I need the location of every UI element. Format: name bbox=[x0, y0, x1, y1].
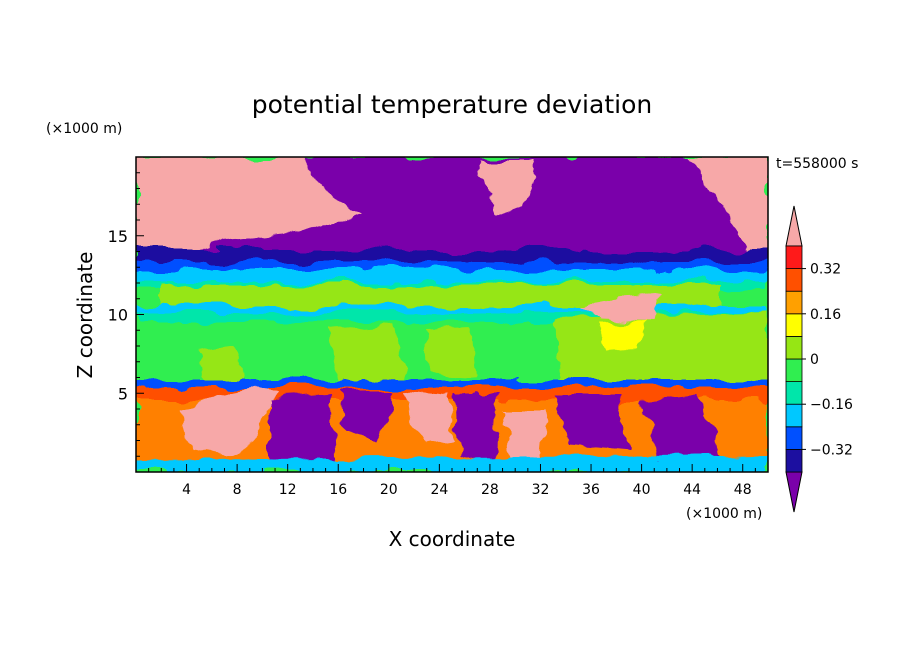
x-tick-label: 20 bbox=[380, 482, 398, 498]
colorbar-box bbox=[785, 381, 803, 405]
colorbar-box bbox=[785, 358, 803, 383]
colorbar-label: −0.16 bbox=[810, 397, 853, 413]
field-pink-plume-2 bbox=[405, 390, 455, 445]
x-tick-label: 48 bbox=[734, 482, 752, 498]
x-tick-label: 12 bbox=[279, 482, 297, 498]
x-unit-label: (×1000 m) bbox=[686, 506, 762, 522]
field-purple-plume-2 bbox=[340, 390, 395, 440]
colorbar-box bbox=[785, 245, 803, 270]
x-axis-label: X coordinate bbox=[389, 527, 516, 551]
colorbar-low-arrow bbox=[785, 471, 803, 513]
field-purple-plume-4 bbox=[555, 395, 630, 450]
field-lime-blob-4 bbox=[200, 345, 245, 385]
y-tick-label: 5 bbox=[118, 384, 128, 403]
x-axis: 4 8 12 16 20 24 28 32 36 40 44 48 bbox=[148, 464, 756, 498]
colorbar-label: 0 bbox=[810, 352, 819, 368]
field-pink-mid-patch bbox=[580, 295, 665, 320]
colorbar: 0.32 0.16 0 −0.16 −0.32 bbox=[785, 205, 853, 513]
y-axis: 5 10 15 bbox=[108, 172, 144, 457]
field-pink-left-top bbox=[136, 157, 360, 262]
colorbar-label: 0.16 bbox=[810, 307, 841, 323]
x-tick-label: 44 bbox=[683, 482, 701, 498]
field-yellow-patch bbox=[600, 320, 645, 352]
field-band-low-cyan bbox=[136, 380, 768, 388]
y-axis-label: Z coordinate bbox=[73, 252, 97, 379]
field-band-blue bbox=[136, 262, 768, 272]
field-pink-right-top bbox=[690, 157, 768, 262]
colorbar-box bbox=[785, 448, 803, 473]
x-tick-label: 16 bbox=[329, 482, 347, 498]
colorbar-high-arrow bbox=[785, 205, 803, 247]
x-tick-label: 24 bbox=[430, 482, 448, 498]
y-tick-label: 15 bbox=[108, 227, 128, 246]
colorbar-box bbox=[785, 290, 803, 315]
field-band-cyan-2 bbox=[136, 305, 768, 312]
contour-field bbox=[136, 157, 768, 472]
field-pink-plume-1 bbox=[180, 385, 275, 455]
field-purple-plume-3 bbox=[455, 395, 500, 460]
chart-title: potential temperature deviation bbox=[252, 90, 652, 119]
field-band-cyan bbox=[136, 270, 768, 284]
field-band-dark-blue bbox=[136, 250, 768, 264]
colorbar-box bbox=[785, 268, 803, 292]
field-cyan-boundary bbox=[136, 455, 768, 472]
colorbar-box bbox=[785, 403, 803, 428]
field-pink-top-patch bbox=[480, 160, 535, 215]
x-tick-label: 36 bbox=[582, 482, 600, 498]
field-lime-blob-2 bbox=[425, 328, 475, 375]
colorbar-label: −0.32 bbox=[810, 442, 853, 458]
field-purple-plume-1 bbox=[270, 395, 335, 470]
x-tick-label: 40 bbox=[633, 482, 651, 498]
x-tick-label: 28 bbox=[481, 482, 499, 498]
colorbar-box bbox=[785, 426, 803, 450]
y-tick-label: 10 bbox=[108, 306, 128, 325]
x-tick-label: 8 bbox=[233, 482, 242, 498]
field-lime-blob-1 bbox=[330, 325, 405, 385]
field-lime-blob-3 bbox=[555, 312, 768, 385]
field-purple-plume-5 bbox=[640, 395, 720, 465]
colorbar-box bbox=[785, 335, 803, 360]
field-pink-plume-3 bbox=[505, 410, 545, 465]
field-band-teal-2 bbox=[136, 312, 768, 322]
x-tick-label: 4 bbox=[182, 482, 191, 498]
field-band-lime bbox=[160, 285, 720, 305]
y-unit-label: (×1000 m) bbox=[46, 121, 122, 137]
colorbar-box bbox=[785, 313, 803, 337]
colorbar-label: 0.32 bbox=[810, 262, 841, 278]
x-tick-label: 32 bbox=[532, 482, 550, 498]
time-label: t=558000 s bbox=[776, 156, 858, 172]
